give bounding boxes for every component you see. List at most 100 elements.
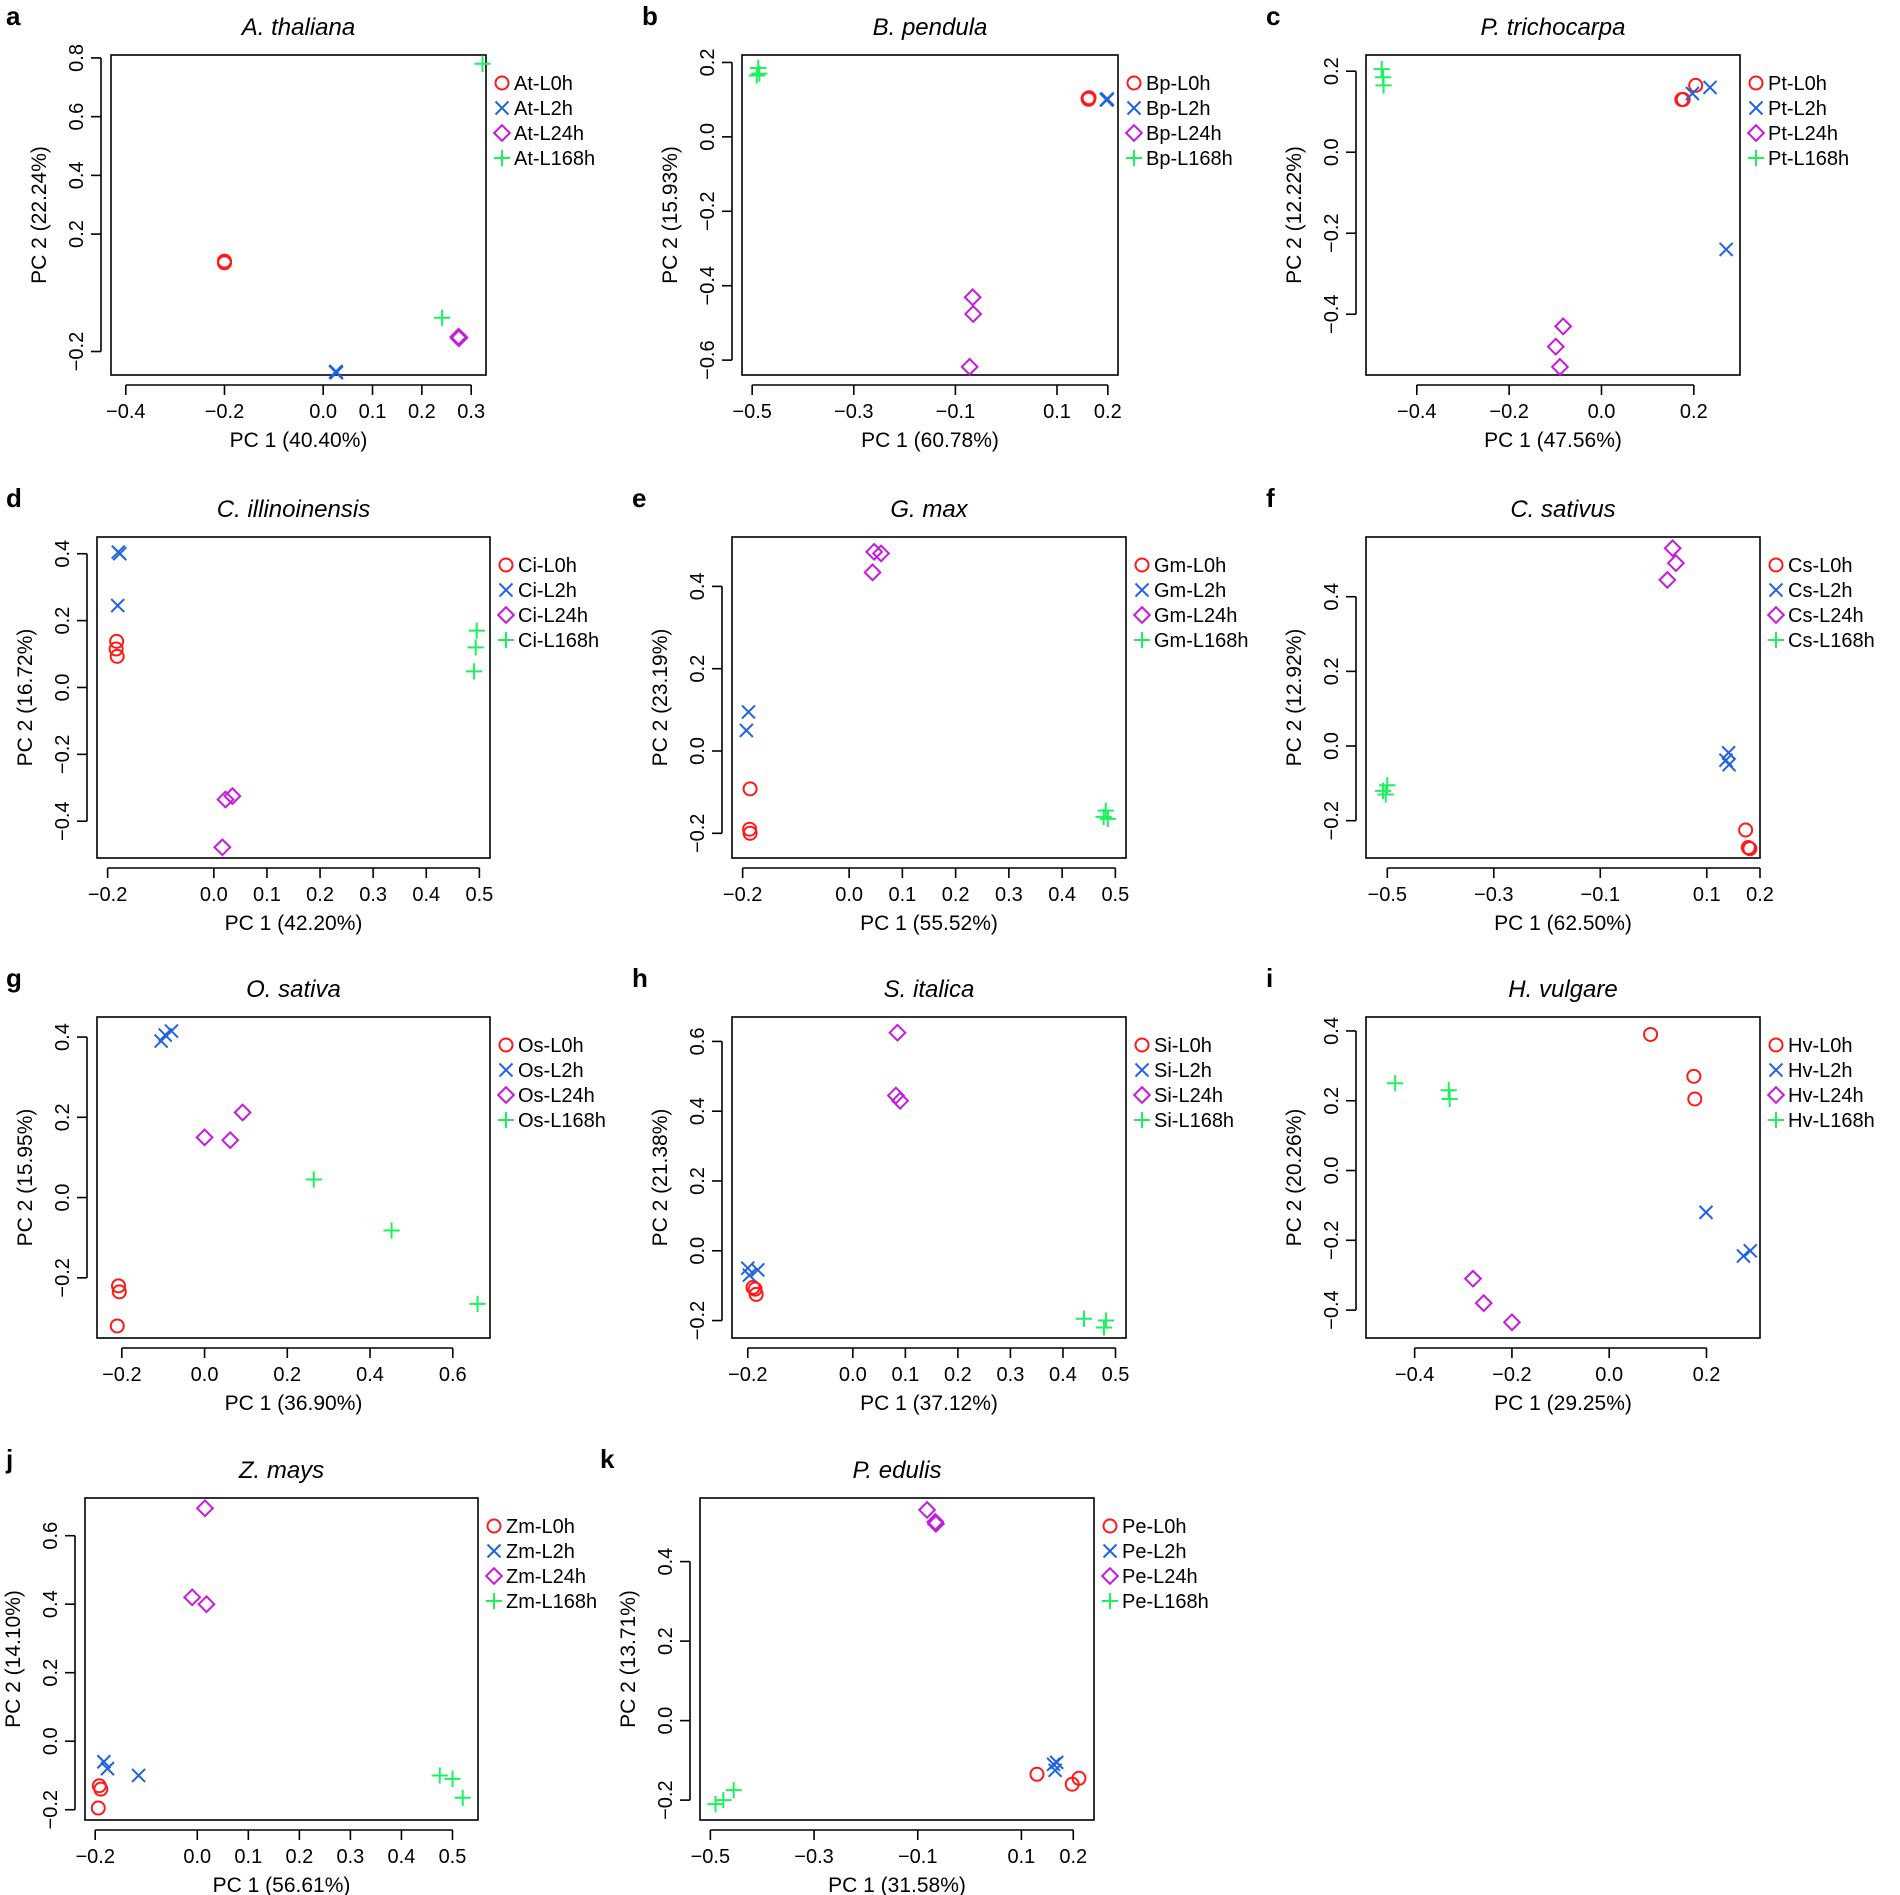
data-point-plus-marker [1095,1319,1113,1336]
legend-diamond-marker [484,1566,504,1586]
legend-label: Si-L24h [1154,1085,1223,1107]
legend-plus-marker [485,1592,503,1610]
x-tick-label: −0.3 [834,401,873,423]
legend-x-marker [494,100,510,116]
y-tick-label: 0.4 [655,1548,677,1576]
x-tick-label: 0.2 [408,401,436,423]
x-tick-label: −0.1 [936,401,975,423]
legend-label: Os-L24h [518,1085,595,1107]
data-point-diamond-marker [963,288,982,307]
x-tick-label: −0.1 [1581,884,1620,906]
y-tick-label: 0.2 [52,1103,74,1131]
legend-label: Cs-L168h [1788,630,1875,652]
chart-title: Z. mays [238,1457,324,1484]
x-tick-label: 0.4 [1049,1364,1077,1386]
data-point-plus-marker [748,67,765,84]
panel-letter: h [632,963,648,993]
data-point-circle-marker [109,1318,125,1334]
data-point-plus-marker [1373,61,1390,78]
legend-label: Hv-L168h [1788,1110,1875,1132]
panel-letter: j [5,1444,13,1474]
x-tick-label: 0.2 [944,1364,972,1386]
panel-letter: g [6,963,22,993]
data-point-diamond-marker [1658,570,1677,590]
legend-label: Gm-L168h [1154,630,1249,652]
legend-label: Si-L2h [1154,1060,1212,1082]
y-tick-label: −0.2 [655,1780,677,1819]
plot-frame [699,1497,1095,1821]
data-point-plus-marker [751,65,768,82]
panel-k: k P. edulis −0.5 −0.3 −0.1 0.1 0.2 −0.2 0.0 0.2 0.… [600,1444,1209,1895]
x-tick-label: 0.1 [1693,884,1721,906]
x-axis-label: PC 1 (62.50%) [1494,912,1632,935]
y-tick-label: 0.2 [687,1167,709,1195]
legend-label: Hv-L0h [1788,1035,1852,1057]
x-tick-label: −0.3 [1474,884,1513,906]
legend-circle-marker [1768,1037,1784,1053]
x-axis-label: PC 1 (31.58%) [828,1874,966,1895]
legend-label: Gm-L2h [1154,580,1226,602]
panel-b: b B. pendula −0.5 −0.3 −0.1 0.1 0.2 −0.6 −0.4 −0.… [642,1,1233,452]
legend-label: Ci-L0h [518,555,577,577]
y-axis-label: PC 2 (22.24%) [28,146,51,284]
data-point-plus-marker [431,1767,448,1784]
legend-diamond-marker [1766,1085,1786,1105]
legend-diamond-marker [496,605,516,625]
data-point-x-marker [1721,745,1736,760]
data-point-circle-marker [742,781,758,797]
data-point-circle-marker [1081,91,1097,107]
x-tick-label: −0.2 [75,1846,114,1868]
y-tick-label: −0.2 [52,735,74,774]
y-tick-label: 0.6 [687,1028,709,1056]
legend-x-marker [486,1543,502,1559]
data-point-x-marker [742,1267,757,1283]
x-axis-label: PC 1 (55.52%) [860,912,998,935]
plot-frame [96,536,491,859]
x-tick-label: 0.3 [997,1364,1025,1386]
y-tick-label: 0.2 [66,220,88,248]
y-tick-label: 0.2 [52,607,74,635]
plot-frame [1365,1016,1761,1339]
y-tick-label: −0.2 [40,1790,62,1829]
chart-title: S. italica [884,976,975,1003]
panel-g: g O. sativa −0.2 0.0 0.2 0.4 0.6 −0.2 0.0 0.2 0.4 P… [6,963,606,1415]
legend-label: Gm-L0h [1154,555,1226,577]
legend-x-marker [1134,1062,1150,1078]
y-tick-label: 0.4 [687,1097,709,1125]
data-point-circle-marker [1742,841,1758,857]
data-point-plus-marker [1374,782,1392,799]
x-tick-label: −0.2 [728,1364,767,1386]
data-point-circle-marker [1687,1091,1703,1107]
chart-title: C. sativus [1510,496,1615,523]
y-tick-label: 0.0 [697,123,719,151]
data-point-diamond-marker [223,786,242,806]
data-point-x-marker [1736,1248,1751,1264]
legend-label: Ci-L2h [518,580,577,602]
data-point-x-marker [739,723,754,738]
data-point-diamond-marker [890,1091,910,1110]
chart-title: A. thaliana [240,14,355,41]
data-point-diamond-marker [1474,1293,1493,1313]
panel-letter: a [6,1,21,31]
legend-label: Bp-L168h [1146,148,1233,170]
data-point-diamond-marker [1550,357,1570,377]
legend-label: At-L168h [514,148,595,170]
panel-letter: k [600,1444,615,1474]
legend-label: Bp-L0h [1146,73,1211,95]
legend-label: Ci-L24h [518,605,588,627]
legend-diamond-marker [1124,123,1144,143]
legend-circle-marker [498,1037,514,1053]
y-tick-label: 0.2 [1321,657,1343,685]
panel-letter: c [1266,1,1280,31]
y-tick-label: −0.4 [697,266,719,305]
y-tick-label: −0.2 [1321,213,1343,252]
panel-a: a A. thaliana −0.4 −0.2 0.0 0.1 0.2 0.3 −0.2 0.2 0… [6,1,595,452]
x-tick-label: 0.1 [1008,1846,1036,1868]
data-point-diamond-marker [216,790,235,809]
legend-circle-marker [1134,1037,1150,1053]
legend-x-marker [1134,582,1150,598]
x-tick-label: 0.4 [412,884,440,906]
y-tick-label: 0.4 [1321,1017,1343,1045]
x-tick-label: 0.1 [1043,401,1071,423]
